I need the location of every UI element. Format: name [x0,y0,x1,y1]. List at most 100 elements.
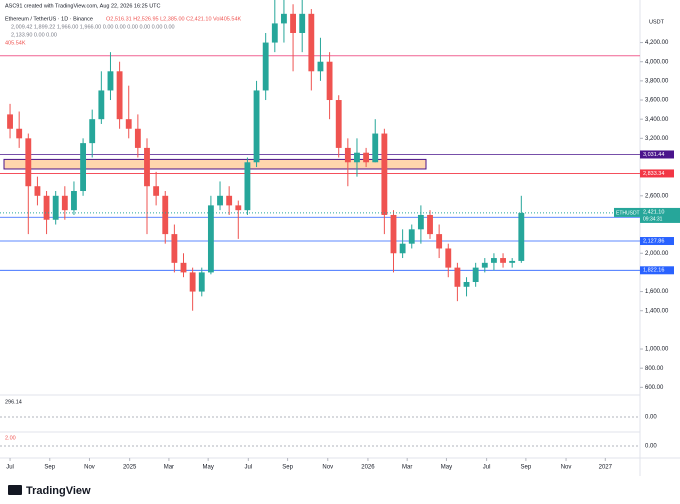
candle-body [226,195,233,206]
macd-zero: 0.00 [645,415,657,421]
symbol: Ethereum / TetherUS · 1D · Binance [5,16,93,22]
x-tick-label: May [441,465,452,471]
candle-body [427,214,433,235]
candle-body [281,13,287,24]
x-tick-label: May [202,465,213,471]
level-label: 2,127.86 [643,238,664,244]
candle-body [153,186,160,196]
candle-body [491,258,497,263]
brand-logo [8,485,22,495]
y-tick-label: 4,000.00 [645,59,669,65]
candle-body [436,234,443,249]
credit: ASC91 created with TradingView.com, Aug … [5,3,161,9]
y-tick-label: 800.00 [645,366,664,372]
candle-body [25,138,32,187]
candle-body [207,205,214,273]
level-label: 1,822.16 [643,268,664,274]
candle-body [107,71,114,91]
candle-body [344,147,351,163]
x-tick-label: Sep [521,465,532,471]
candle-body [417,214,424,230]
level-tag [640,266,674,275]
x-tick-label: 2025 [123,465,137,471]
ohlc: O2,516.31 H2,526.95 L2,385.00 C2,421.10 … [106,16,241,22]
candle-body [317,61,324,72]
volume-value: 405.54K [5,40,26,46]
level-tag [640,237,674,246]
x-tick-label: 2027 [599,465,613,471]
candle-body [399,243,406,254]
candle-body [445,248,452,268]
candle-body [116,71,123,120]
candle-body [299,13,306,33]
candle-body [244,162,251,211]
candle-body [235,205,242,211]
candle-body [34,186,41,196]
candle-body [372,133,379,163]
candle-body [500,258,506,263]
x-tick-label: Nov [84,465,95,471]
macd-label: 296.14 [5,399,22,405]
candle-body [454,267,461,287]
candle-body [61,195,68,211]
x-tick-label: Nov [561,465,572,471]
candle-body [363,152,370,163]
candle-body [518,212,525,261]
last-price-tag [640,207,680,223]
candle-body [189,272,196,292]
candle-body [80,143,87,192]
level-label: 3,031.44 [643,152,664,158]
candle-body [253,90,260,163]
candle-body [290,13,296,33]
candle-body [354,152,360,163]
indicator-values: 2,009.42 1,899.22 1,966.00 1,966.00 0.00… [11,24,175,30]
y-tick-label: 1,600.00 [645,289,669,295]
zone [3,158,427,170]
candle-body [125,119,132,129]
currency: USDT [649,19,665,25]
candle-body [43,195,50,220]
candle-body [408,229,415,244]
candle-body [472,267,479,282]
x-tick-label: Jul [483,465,491,471]
candle-body [134,128,141,148]
candle-body [381,133,388,215]
candle-body [16,128,23,139]
candle-body [271,23,278,43]
y-tick-label: 1,400.00 [645,308,669,314]
candle-body [162,195,169,235]
y-tick-label: 3,200.00 [645,136,669,142]
y-tick-label: 3,800.00 [645,78,669,84]
x-tick-label: 2026 [361,465,375,471]
candle-body [171,234,178,263]
symbol-label: ETHUSDT [616,210,640,216]
x-tick-label: Mar [164,465,174,471]
candle-body [390,214,397,254]
candle-body [89,119,96,144]
y-tick-label: 4,200.00 [645,40,669,46]
candle-body [7,114,13,129]
last-price-label: 2,421.10 [643,209,664,215]
y-tick-label: 2,000.00 [645,251,669,257]
level-tag [640,169,674,178]
candle-body [71,191,77,211]
candle-body [144,147,150,187]
y-tick-label: 1,000.00 [645,347,669,353]
x-tick-label: Mar [402,465,412,471]
candle-body [326,61,333,101]
candle-body [198,272,205,292]
y-tick-label: 3,400.00 [645,117,669,123]
candle-body [262,42,269,91]
x-tick-label: Jul [6,465,14,471]
y-tick-label: 3,600.00 [645,98,669,104]
candle-body [463,281,470,287]
x-tick-label: Nov [322,465,333,471]
y-tick-label: 600.00 [645,385,664,391]
oscillator-zero: 0.00 [645,444,657,450]
candle-body [98,90,105,120]
indicator-values: 2,133.90 0.00 0.00 [11,32,57,38]
oscillator-label: 2.00 [5,435,16,441]
candle-body [509,260,516,263]
